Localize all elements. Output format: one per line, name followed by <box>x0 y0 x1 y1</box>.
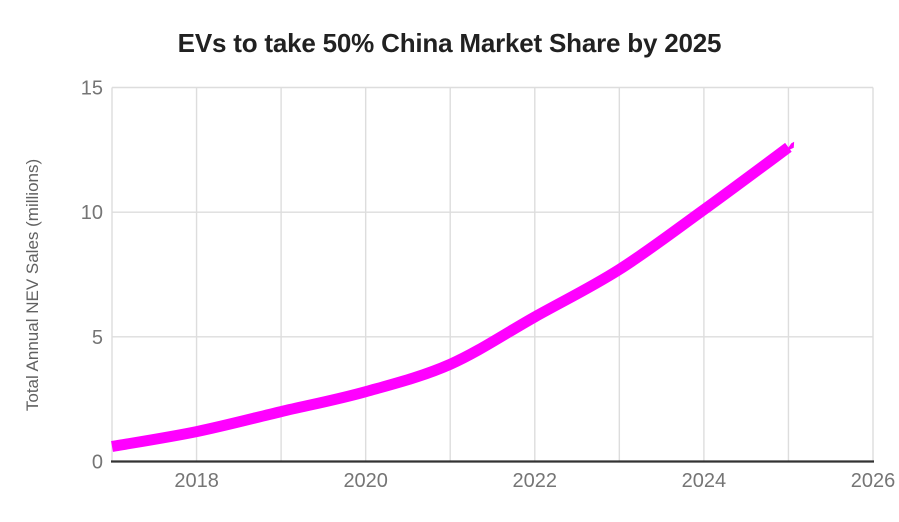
y-tick-label: 0 <box>92 452 103 474</box>
x-tick-label: 2026 <box>851 470 896 492</box>
nev-sales-line <box>111 142 792 452</box>
y-tick-label: 5 <box>92 327 103 349</box>
y-tick-label: 15 <box>81 78 103 100</box>
chart-title: EVs to take 50% China Market Share by 20… <box>177 28 722 58</box>
x-tick-label: 2020 <box>343 470 388 492</box>
x-tick-label: 2024 <box>682 470 727 492</box>
x-tick-label: 2022 <box>513 470 558 492</box>
x-tick-label: 2018 <box>174 470 219 492</box>
y-tick-label: 10 <box>81 202 103 224</box>
line-end-tip <box>785 141 795 152</box>
